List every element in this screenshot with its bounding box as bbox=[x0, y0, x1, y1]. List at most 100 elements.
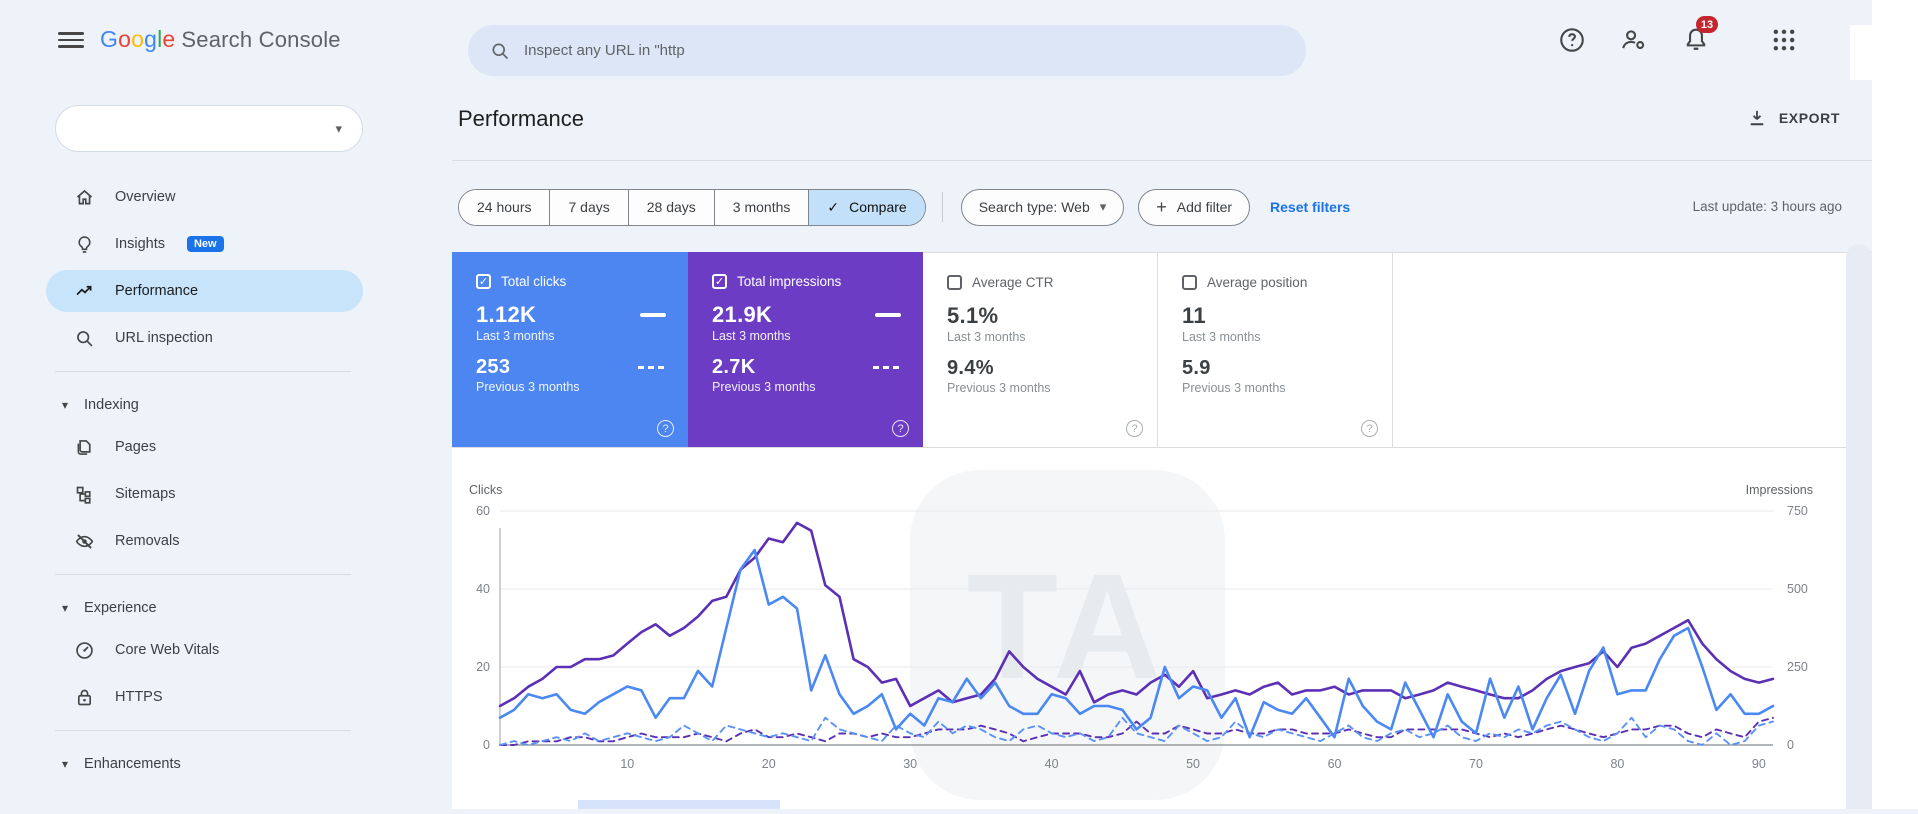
tab-compare[interactable]: ✓ Compare bbox=[808, 189, 925, 225]
card-total-clicks[interactable]: ✓ Total clicks 1.12K Last 3 months 253 Pr… bbox=[452, 252, 688, 447]
app-logo[interactable]: Google Search Console bbox=[100, 26, 341, 53]
tab-7-days[interactable]: 7 days bbox=[549, 189, 628, 225]
date-range-tabs: 24 hours 7 days 28 days 3 months ✓ Compar… bbox=[458, 188, 926, 226]
lightbulb-icon bbox=[78, 235, 91, 253]
scrollbar-thumb[interactable] bbox=[1846, 244, 1872, 809]
sidebar-item-removals[interactable]: Removals bbox=[46, 520, 363, 562]
checkbox-unchecked-icon[interactable] bbox=[947, 275, 962, 290]
card-label: Total clicks bbox=[501, 274, 567, 289]
notification-count-badge: 13 bbox=[1696, 16, 1718, 33]
svg-text:20: 20 bbox=[476, 660, 490, 674]
sidebar-item-core-web-vitals[interactable]: Core Web Vitals bbox=[46, 629, 363, 671]
card-label: Average CTR bbox=[972, 275, 1054, 290]
card-label: Average position bbox=[1207, 275, 1308, 290]
sidebar-item-pages[interactable]: Pages bbox=[46, 426, 363, 468]
logo-letter: o bbox=[118, 26, 132, 52]
checkbox-unchecked-icon[interactable] bbox=[1182, 275, 1197, 290]
sidebar-item-sitemaps[interactable]: Sitemaps bbox=[46, 473, 363, 515]
property-selector[interactable]: ▾ bbox=[55, 105, 363, 152]
sidebar-item-performance[interactable]: Performance bbox=[46, 270, 363, 312]
add-filter-label: Add filter bbox=[1176, 199, 1233, 215]
help-icon[interactable]: ? bbox=[1361, 420, 1378, 437]
svg-text:Clicks: Clicks bbox=[469, 483, 502, 497]
card-period: Last 3 months bbox=[1182, 330, 1261, 344]
card-prev-period: Previous 3 months bbox=[712, 380, 816, 394]
card-average-position[interactable]: Average position 11 Last 3 months 5.9 Pr… bbox=[1158, 252, 1393, 447]
svg-text:40: 40 bbox=[1045, 757, 1059, 771]
logo-letter: g bbox=[144, 26, 158, 52]
tab-24-hours[interactable]: 24 hours bbox=[459, 189, 550, 225]
svg-text:80: 80 bbox=[1610, 757, 1624, 771]
chevron-down-icon: ▾ bbox=[62, 757, 69, 771]
svg-text:90: 90 bbox=[1752, 757, 1766, 771]
svg-text:70: 70 bbox=[1469, 757, 1483, 771]
logo-letter: o bbox=[131, 26, 145, 52]
trending-up-icon bbox=[76, 285, 92, 295]
sidebar-group-enhancements[interactable]: ▾ Enhancements bbox=[0, 743, 373, 785]
search-input[interactable] bbox=[524, 42, 1284, 59]
url-inspect-searchbar[interactable] bbox=[468, 25, 1306, 76]
sidebar-divider bbox=[55, 371, 351, 372]
sidebar-item-label: Removals bbox=[115, 533, 180, 549]
help-icon[interactable]: ? bbox=[657, 420, 674, 437]
title-row: Performance EXPORT bbox=[373, 80, 1872, 160]
sidebar-group-label: Indexing bbox=[84, 397, 139, 413]
card-label: Total impressions bbox=[737, 274, 842, 289]
chevron-down-icon: ▾ bbox=[335, 120, 342, 136]
magnifier-icon bbox=[77, 330, 93, 347]
add-filter-button[interactable]: + Add filter bbox=[1138, 188, 1251, 226]
card-period: Last 3 months bbox=[947, 330, 1026, 344]
cards-filler bbox=[1393, 252, 1872, 447]
sidebar-group-experience[interactable]: ▾ Experience bbox=[0, 587, 373, 629]
user-settings-icon[interactable] bbox=[1620, 26, 1648, 54]
sidebar-item-https[interactable]: HTTPS bbox=[46, 676, 363, 718]
help-icon[interactable]: ? bbox=[892, 420, 909, 437]
tab-label: 24 hours bbox=[477, 199, 532, 215]
lock-icon bbox=[77, 689, 92, 705]
card-average-ctr[interactable]: Average CTR 5.1% Last 3 months 9.4% Prev… bbox=[923, 252, 1158, 447]
sidebar-item-overview[interactable]: Overview bbox=[46, 176, 363, 218]
help-icon[interactable] bbox=[1558, 26, 1586, 54]
sidebar-item-label: URL inspection bbox=[115, 330, 213, 346]
chart-scroll-remnant bbox=[578, 800, 780, 809]
tab-3-months[interactable]: 3 months bbox=[713, 189, 809, 225]
sidebar-group-indexing[interactable]: ▾ Indexing bbox=[0, 384, 373, 426]
sidebar-nav: Overview Insights New Performance URL in… bbox=[0, 176, 373, 785]
sidebar-item-insights[interactable]: Insights New bbox=[46, 223, 363, 265]
card-value: 1.12K bbox=[476, 302, 537, 327]
checkbox-checked-icon[interactable]: ✓ bbox=[476, 274, 491, 289]
sidebar-item-url-inspection[interactable]: URL inspection bbox=[46, 317, 363, 359]
svg-text:30: 30 bbox=[903, 757, 917, 771]
page-title: Performance bbox=[458, 106, 584, 131]
export-button[interactable]: EXPORT bbox=[1747, 108, 1840, 128]
corner-notch bbox=[1850, 25, 1918, 80]
tab-label: Compare bbox=[849, 199, 907, 215]
tab-28-days[interactable]: 28 days bbox=[627, 189, 714, 225]
svg-text:750: 750 bbox=[1787, 504, 1808, 518]
sidebar-group-label: Enhancements bbox=[84, 756, 181, 772]
svg-text:0: 0 bbox=[1787, 738, 1794, 752]
help-icon[interactable]: ? bbox=[1126, 420, 1143, 437]
checkbox-checked-icon[interactable]: ✓ bbox=[712, 274, 727, 289]
sidebar-divider bbox=[55, 574, 351, 575]
menu-icon[interactable] bbox=[58, 28, 84, 52]
chevron-down-icon: ▾ bbox=[62, 398, 69, 412]
download-icon bbox=[1750, 110, 1764, 126]
card-period: Last 3 months bbox=[712, 329, 791, 343]
search-type-label: Search type: Web bbox=[978, 199, 1090, 215]
topbar-actions: 13 bbox=[1540, 0, 1830, 80]
apps-grid-icon[interactable] bbox=[1770, 26, 1798, 54]
svg-text:TA: TA bbox=[967, 542, 1168, 710]
reset-filters-link[interactable]: Reset filters bbox=[1270, 199, 1351, 215]
card-total-impressions[interactable]: ✓ Total impressions 21.9K Last 3 months 2… bbox=[688, 252, 923, 447]
sidebar-divider bbox=[55, 730, 351, 731]
card-prev-period: Previous 3 months bbox=[476, 380, 580, 394]
card-prev-value: 253 bbox=[476, 356, 511, 378]
dashed-line-legend-icon bbox=[638, 365, 666, 370]
svg-text:250: 250 bbox=[1787, 660, 1808, 674]
sidebar-item-label: HTTPS bbox=[115, 689, 163, 705]
eye-off-icon bbox=[75, 533, 94, 549]
logo-letter: l bbox=[157, 26, 163, 52]
logo-suffix: Search Console bbox=[181, 27, 341, 52]
search-type-dropdown[interactable]: Search type: Web ▾ bbox=[960, 188, 1125, 226]
